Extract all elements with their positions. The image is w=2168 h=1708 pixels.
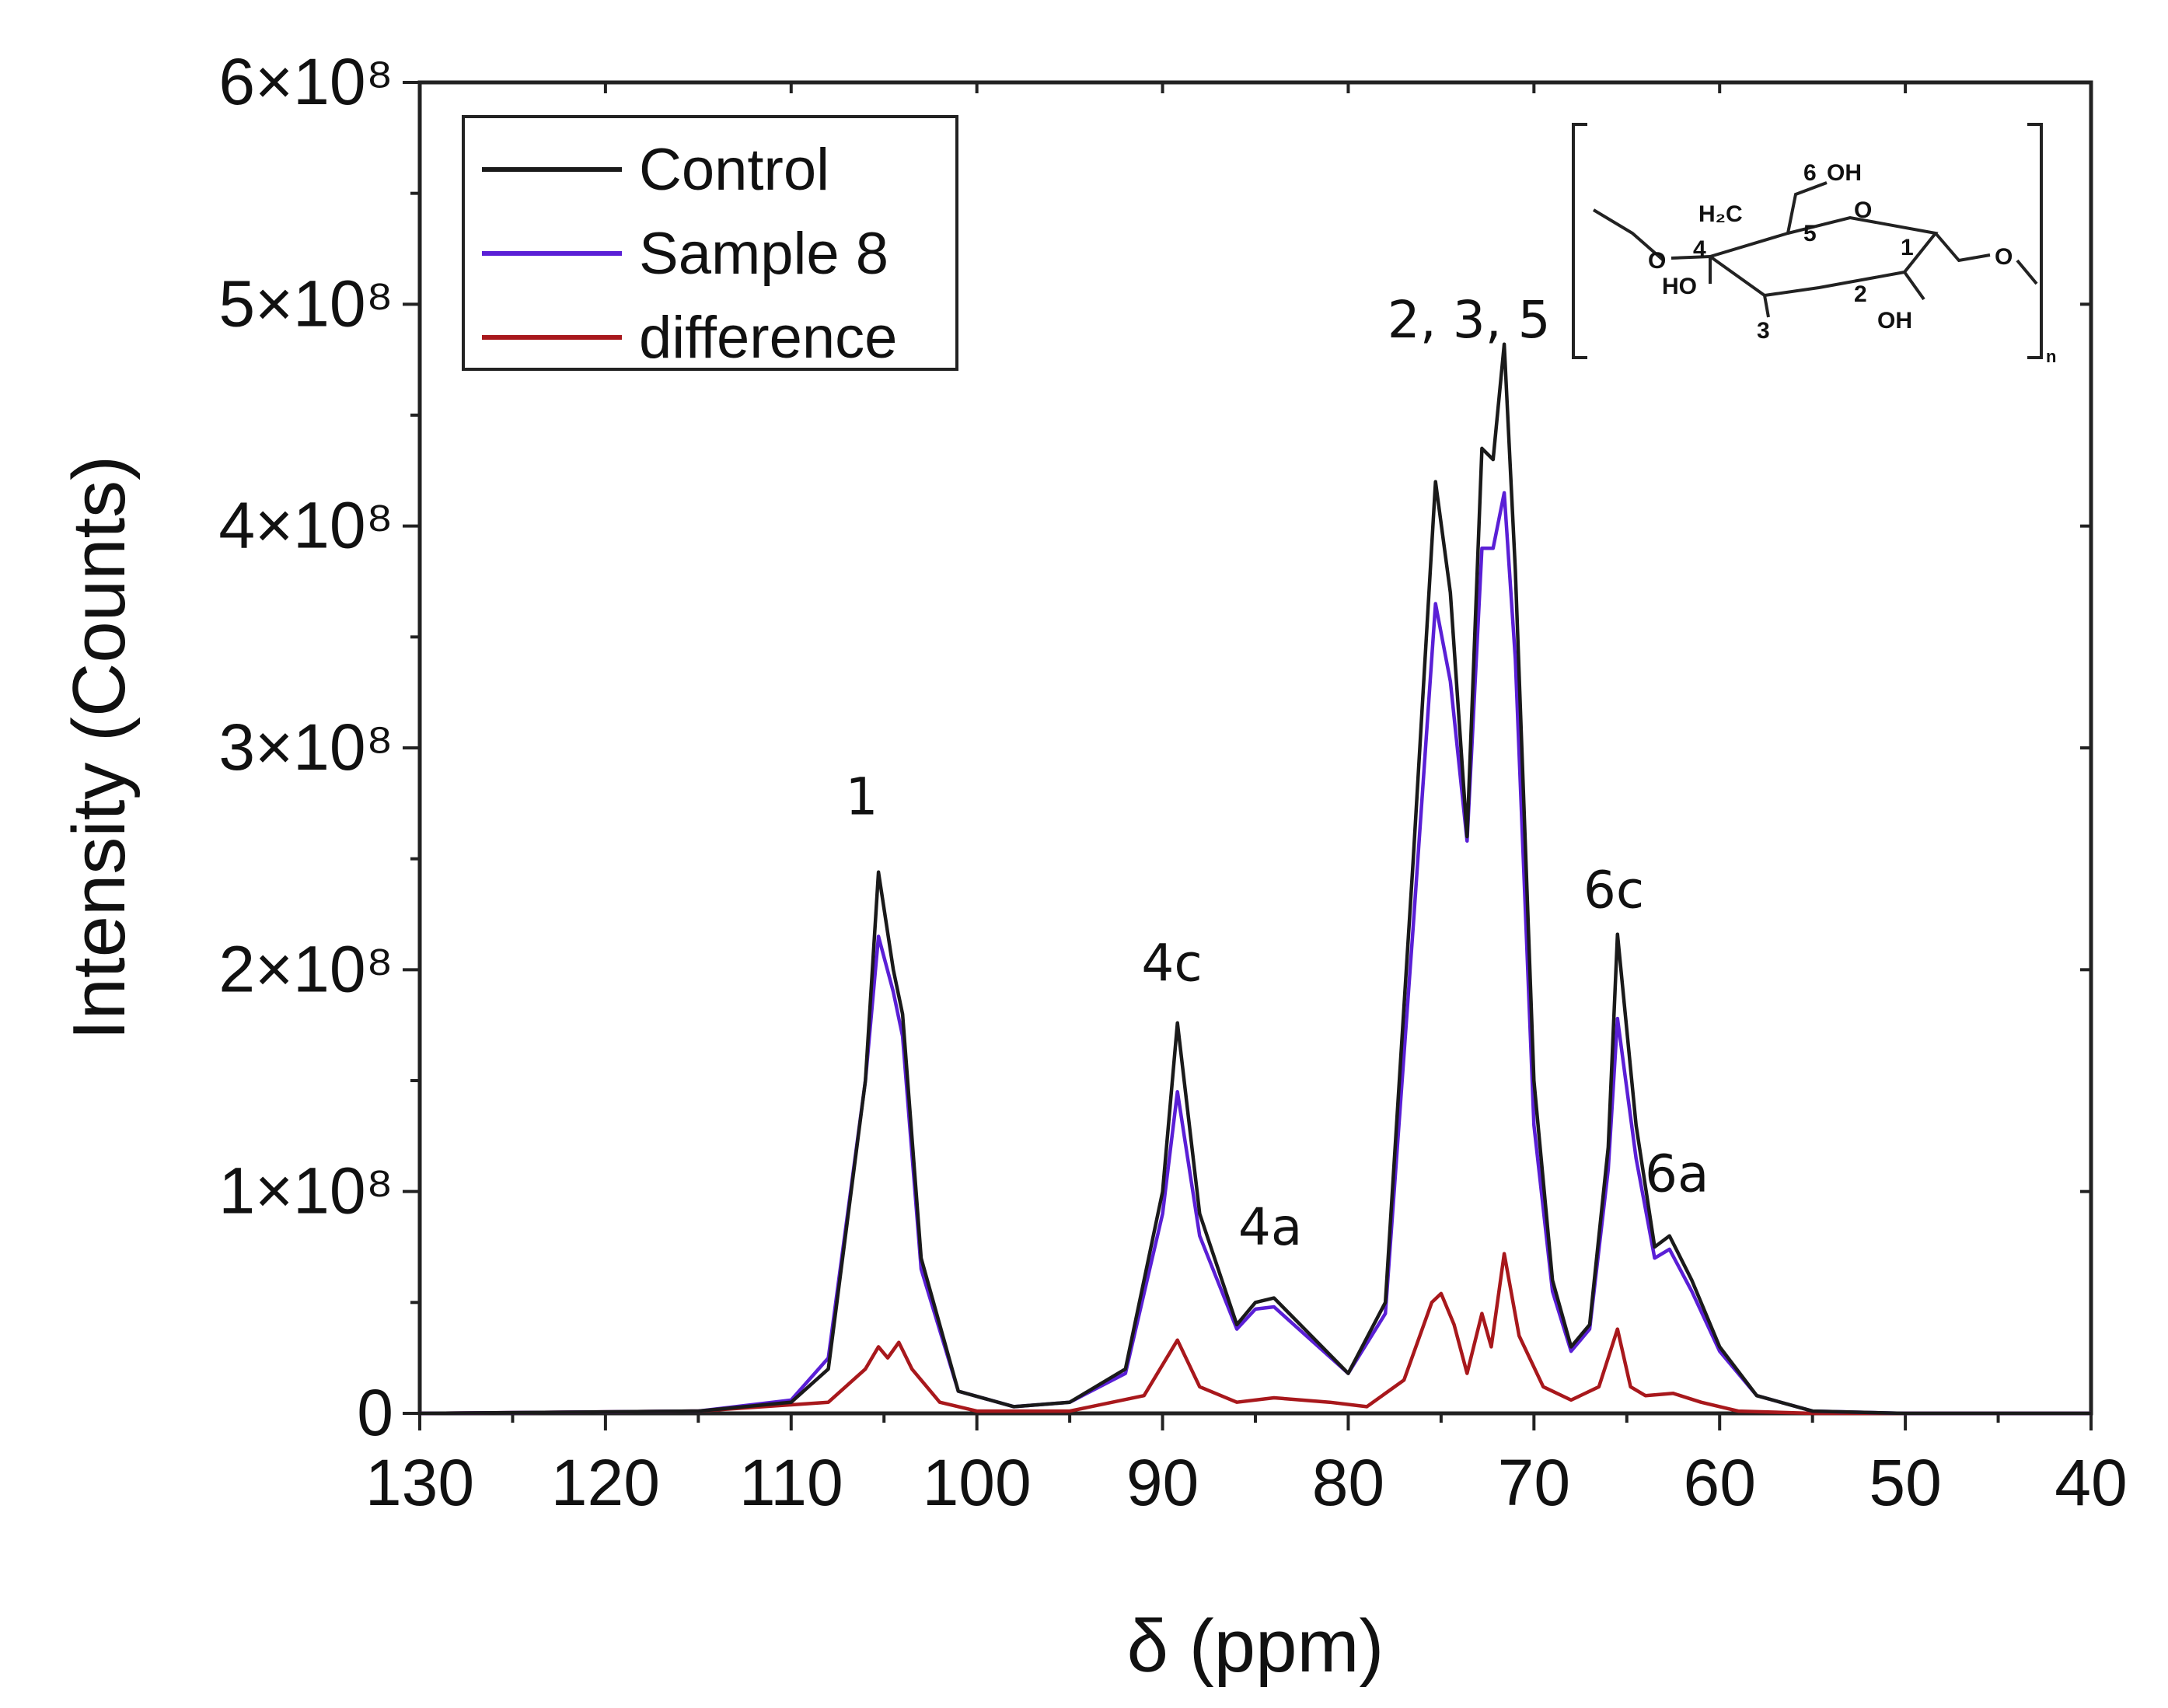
legend-box xyxy=(462,115,958,371)
x-tick-label: 90 xyxy=(1126,1446,1199,1519)
x-tick-label: 100 xyxy=(923,1446,1032,1519)
structure-label-3: 3 xyxy=(1757,318,1770,344)
peak-annotations: 1 4c 4a 2, 3, 5 6c 6a xyxy=(846,290,1709,1257)
y-tick-label: 4×10⁸ xyxy=(218,489,393,562)
structure-label-4: 4 xyxy=(1693,236,1706,262)
structure-label-ring-o: O xyxy=(1854,197,1872,223)
x-tick-label: 60 xyxy=(1684,1446,1756,1519)
x-axis-title: δ (ppm) xyxy=(1127,1605,1384,1688)
y-tick-label: 1×10⁸ xyxy=(218,1154,393,1228)
peak-label: 4c xyxy=(1141,934,1202,994)
structure-label-5: 5 xyxy=(1803,221,1817,246)
pyranose-ring xyxy=(1706,215,1939,298)
y-tick-label: 2×10⁸ xyxy=(218,932,393,1005)
y-tick-label: 6×10⁸ xyxy=(218,45,393,118)
x-tick-label: 130 xyxy=(365,1446,474,1519)
series-line-difference xyxy=(419,1252,2091,1416)
cellulose-structure-inset: 6 OH H₂C 5 O 1 4 HO 3 2 OH O O n xyxy=(1572,123,2056,366)
y-tick-label: 3×10⁸ xyxy=(218,711,393,784)
legend-label-control: Control xyxy=(639,137,829,203)
peak-label: 1 xyxy=(846,767,878,827)
x-tick-label: 110 xyxy=(739,1446,843,1519)
x-axis: 130 120 110 100 90 80 70 60 50 40 xyxy=(365,82,2128,1519)
legend: Control Sample 8 difference xyxy=(462,115,958,371)
y-axis-title: Intensity (Counts) xyxy=(58,456,141,1040)
series-layer xyxy=(419,342,2091,1416)
peak-label: 6a xyxy=(1645,1144,1709,1204)
y-tick-label: 5×10⁸ xyxy=(218,267,393,340)
legend-label-sample8: Sample 8 xyxy=(639,221,888,287)
series-line-sample-8 xyxy=(419,491,2091,1416)
x-tick-label: 50 xyxy=(1869,1446,1941,1519)
structure-label-1: 1 xyxy=(1901,235,1914,260)
peak-label: 6c xyxy=(1583,860,1644,920)
x-tick-label: 70 xyxy=(1498,1446,1570,1519)
structure-label-6: 6 xyxy=(1803,160,1817,186)
structure-label-n: n xyxy=(2046,347,2056,366)
peak-label: 4a xyxy=(1238,1197,1302,1257)
x-tick-label: 80 xyxy=(1312,1446,1384,1519)
structure-bonds xyxy=(1592,181,2038,318)
structure-label-ho: HO xyxy=(1662,274,1697,299)
legend-label-difference: difference xyxy=(639,305,897,371)
structure-label-2: 2 xyxy=(1854,281,1867,307)
y-axis: 0 1×10⁸ 2×10⁸ 3×10⁸ 4×10⁸ 5×10⁸ 6×10⁸ xyxy=(218,45,2091,1449)
structure-label-oh-2: OH xyxy=(1877,308,1912,334)
structure-right-bracket xyxy=(2027,123,2043,359)
y-tick-label: 0 xyxy=(357,1376,393,1449)
x-tick-label: 40 xyxy=(2055,1446,2127,1519)
peak-label: 2, 3, 5 xyxy=(1388,290,1551,350)
series-line-control xyxy=(419,342,2091,1416)
structure-label-o-right: O xyxy=(1995,244,2013,270)
structure-left-bracket xyxy=(1572,123,1587,359)
structure-label-h2c: H₂C xyxy=(1698,201,1743,227)
structure-label-oh-6: OH xyxy=(1827,160,1862,186)
x-tick-label: 120 xyxy=(551,1446,660,1519)
structure-label-o-left: O xyxy=(1648,248,1666,274)
